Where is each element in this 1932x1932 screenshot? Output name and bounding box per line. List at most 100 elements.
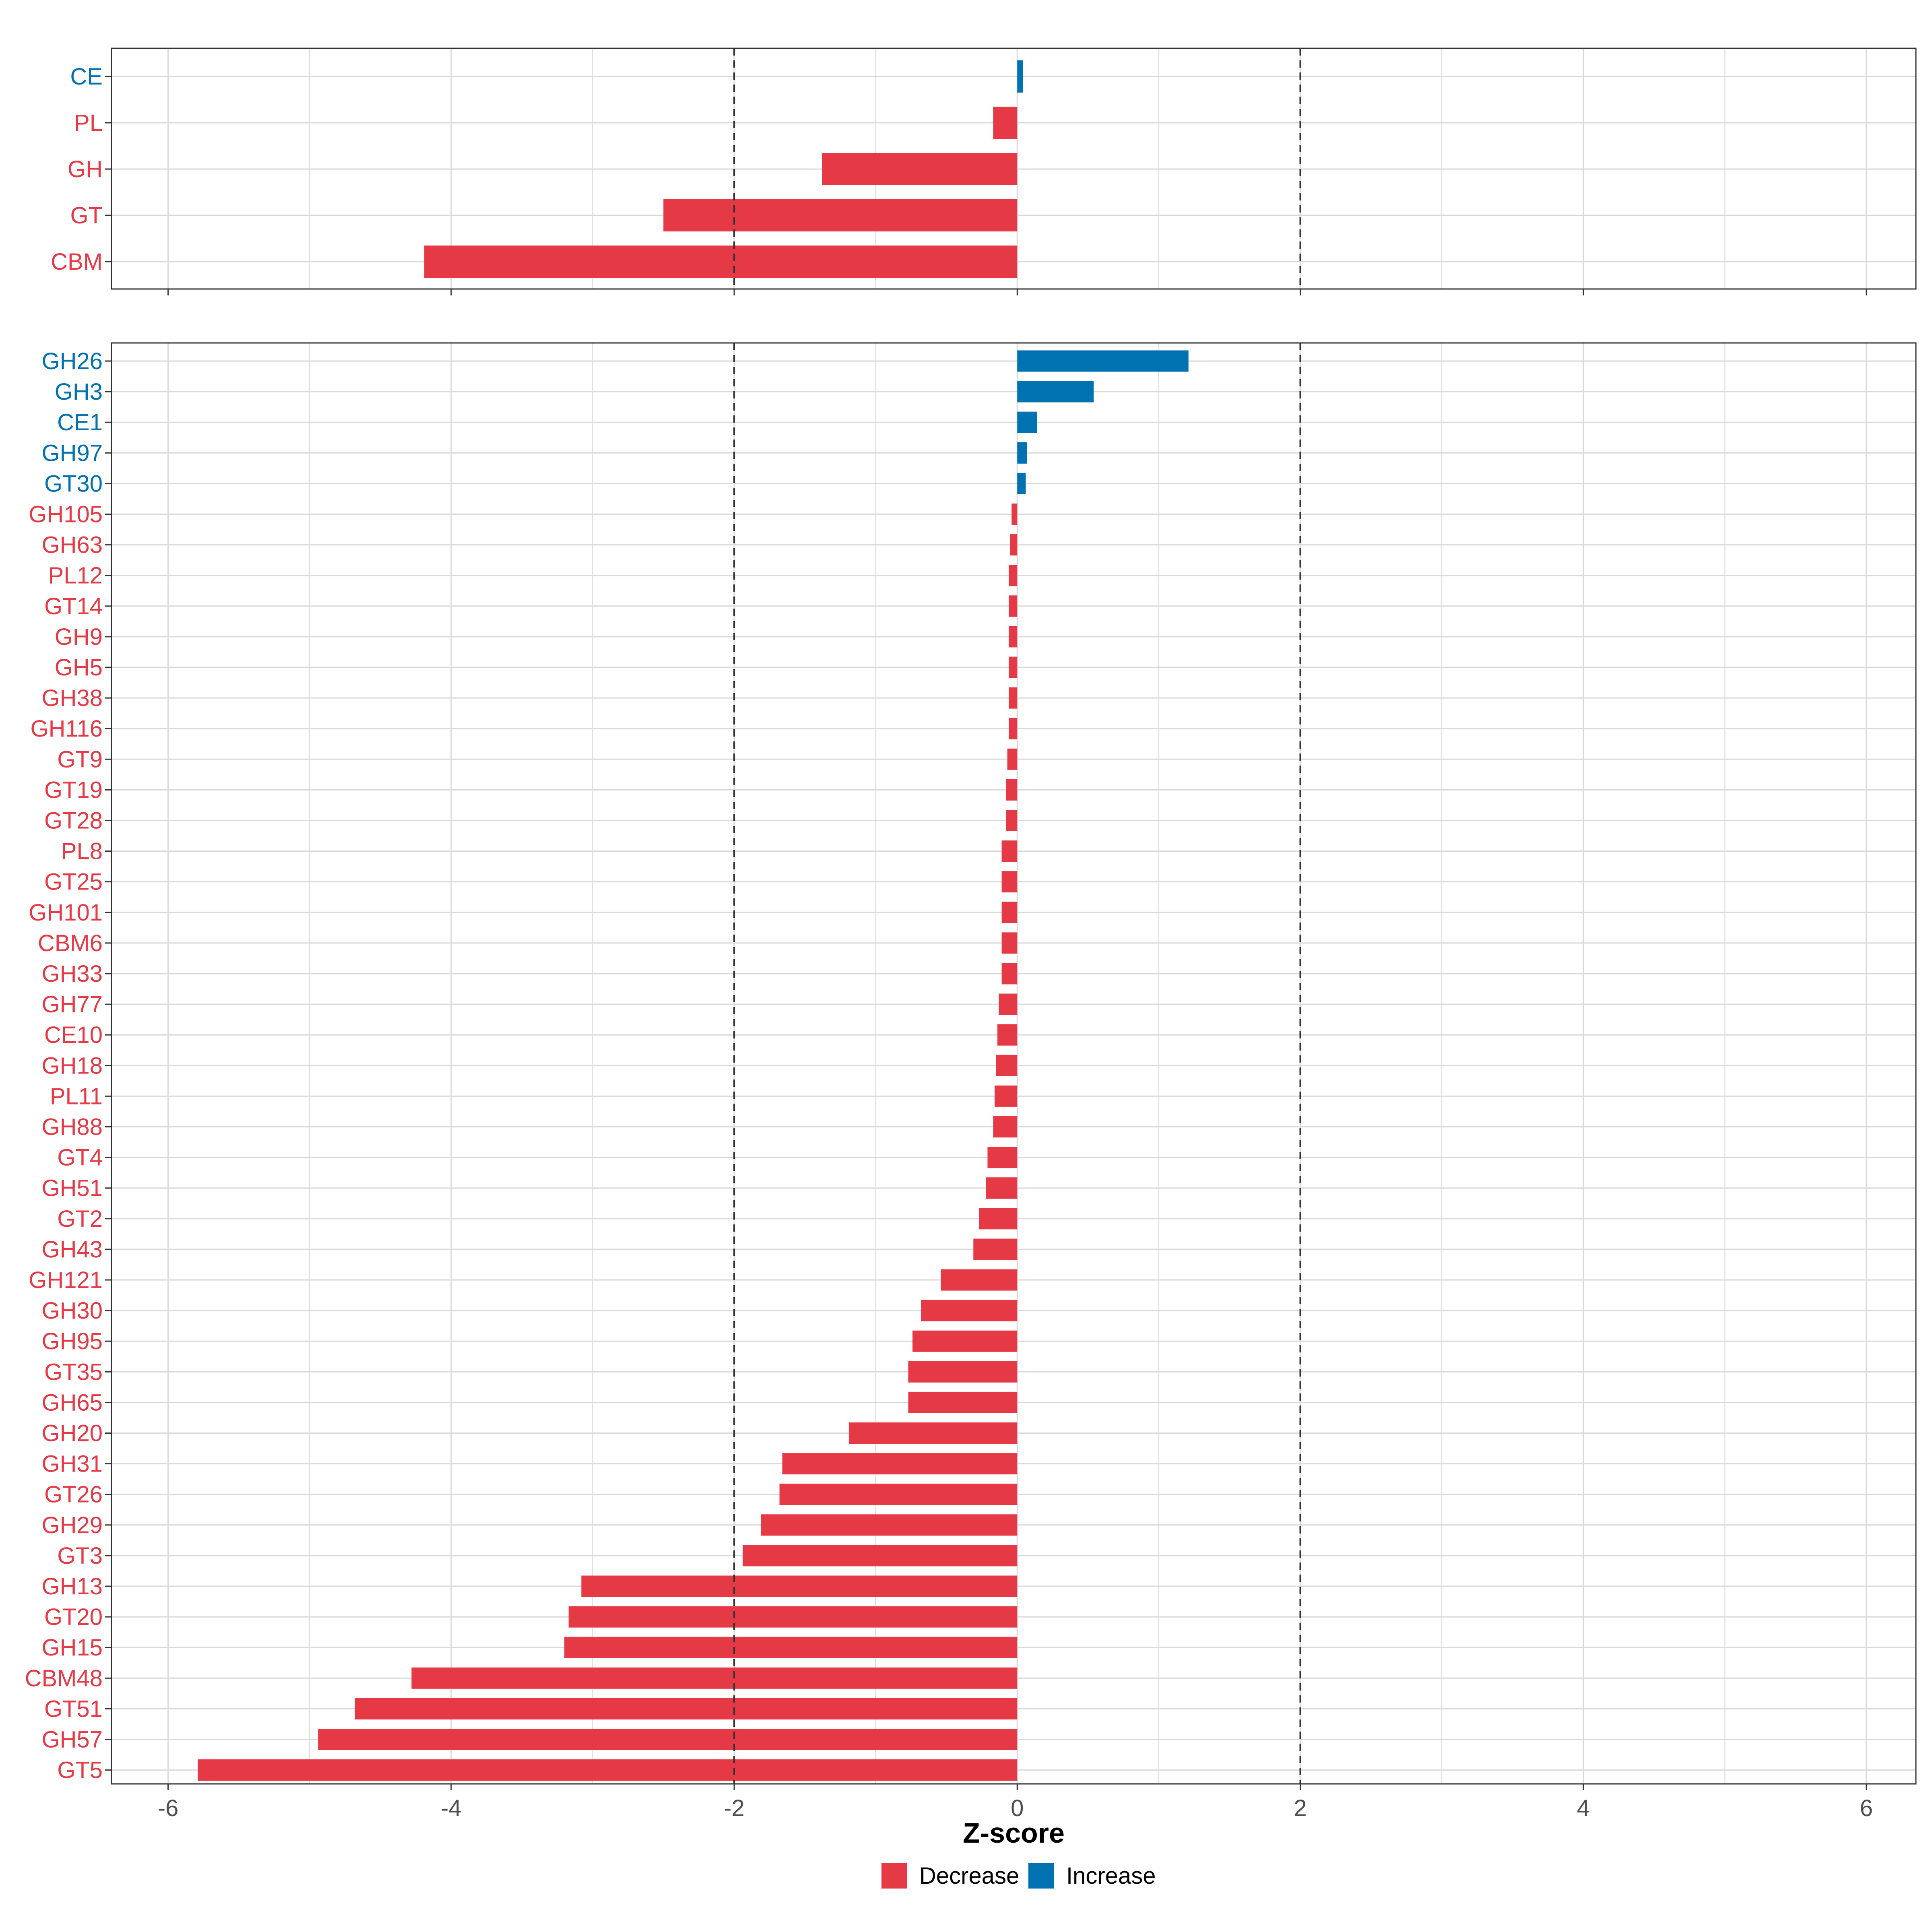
bar-gt30: [1017, 473, 1026, 494]
bar-gh3: [1017, 381, 1094, 402]
bar-gh33: [1001, 963, 1018, 985]
bar-gt26: [779, 1484, 1018, 1505]
bar-gh15: [564, 1637, 1018, 1658]
bar-gt9: [1007, 748, 1018, 770]
y-tick-label: GT25: [44, 869, 103, 895]
y-tick-label: GH26: [41, 348, 103, 374]
bar-ce10: [997, 1024, 1018, 1046]
bar-gh26: [1017, 350, 1189, 372]
bar-gh95: [912, 1330, 1018, 1352]
bar-gh97: [1017, 442, 1027, 464]
y-tick-label: GT: [70, 202, 103, 229]
bar-ce: [1017, 60, 1023, 93]
x-tick-label: 4: [1577, 1795, 1590, 1821]
y-tick-label: GH43: [41, 1236, 103, 1263]
bar-gt2: [979, 1208, 1018, 1230]
x-tick-label: -6: [158, 1795, 179, 1821]
bar-gt3: [743, 1545, 1018, 1567]
y-tick-label: CE: [70, 64, 103, 90]
x-axis-title: Z-score: [963, 1817, 1065, 1849]
y-tick-label: GH33: [41, 961, 103, 987]
bar-gh13: [581, 1575, 1018, 1597]
bar-cbm48: [411, 1667, 1018, 1689]
bar-gt20: [568, 1606, 1018, 1628]
y-tick-label: GH13: [41, 1573, 103, 1600]
x-tick-label: -4: [441, 1795, 462, 1821]
y-tick-label: GH: [68, 156, 103, 182]
y-tick-label: GH20: [41, 1420, 103, 1447]
bar-gt35: [908, 1361, 1018, 1383]
x-tick-label: 0: [1011, 1795, 1024, 1821]
y-tick-label: GT30: [44, 471, 103, 497]
bar-gt4: [987, 1147, 1018, 1168]
bar-cbm6: [1001, 932, 1018, 954]
bar-gh5: [1009, 656, 1018, 678]
y-tick-label: GH116: [31, 716, 103, 742]
y-tick-label: GH65: [41, 1389, 103, 1416]
y-tick-label: GH57: [41, 1727, 103, 1753]
x-tick-label: 2: [1294, 1795, 1307, 1821]
y-tick-label: GH29: [41, 1512, 103, 1538]
bar-pl11: [995, 1085, 1018, 1107]
bar-gt5: [198, 1759, 1018, 1781]
x-axis: -6 -4 -2 0 2 4 6: [158, 1795, 1873, 1821]
y-tick-label: GH51: [41, 1175, 103, 1201]
y-tick-label: CBM48: [25, 1665, 103, 1691]
bar-gh105: [1011, 504, 1018, 525]
y-tick-label: GH18: [41, 1053, 103, 1079]
y-tick-label: GH121: [29, 1267, 103, 1293]
y-tick-label: GH63: [41, 532, 103, 558]
y-tick-label: PL12: [48, 563, 103, 589]
y-tick-label: GT20: [44, 1604, 103, 1630]
y-tick-label: PL11: [50, 1083, 103, 1109]
class-panel: CE PL GH GT CBM: [51, 47, 1917, 295]
y-tick-label: GH97: [41, 440, 103, 466]
y-tick-label: GT5: [57, 1757, 103, 1783]
y-tick-label: GT26: [44, 1482, 103, 1508]
bar-gh31: [782, 1453, 1018, 1475]
x-tick-label: 6: [1860, 1795, 1873, 1821]
y-tick-label: PL8: [61, 838, 103, 865]
panel-border: [111, 342, 1917, 1785]
bar-gt51: [355, 1698, 1018, 1719]
y-tick-label: GH5: [55, 654, 103, 681]
y-tick-label: CBM: [51, 249, 103, 275]
bar-gh65: [908, 1391, 1018, 1413]
y-tick-label: GT19: [44, 777, 103, 803]
legend-label-increase: Increase: [1066, 1863, 1156, 1889]
y-tick-label: GT28: [44, 808, 103, 834]
y-tick-label: GH15: [41, 1635, 103, 1661]
family-panel: GH26 GH3 CE1 GH97 GT30 GH105 GH63 PL12 GT14 GH9 GH…: [25, 342, 1917, 1790]
y-tick-label: GH101: [29, 900, 103, 926]
y-tick-label: GH77: [41, 991, 103, 1018]
bar-gh116: [1009, 718, 1018, 739]
y-tick-label: GT4: [57, 1145, 103, 1171]
bar-gh51: [986, 1177, 1018, 1199]
bar-gh77: [999, 993, 1018, 1015]
bar-gh43: [973, 1238, 1018, 1260]
bar-pl8: [1001, 840, 1018, 862]
y-tick-label: GH3: [55, 379, 103, 405]
y-tick-label: GH9: [55, 624, 103, 650]
bar-ce1: [1017, 411, 1037, 433]
bar-gh20: [848, 1422, 1018, 1444]
bar-gh63: [1010, 534, 1018, 556]
legend-label-decrease: Decrease: [919, 1863, 1019, 1889]
bar-gh29: [761, 1514, 1018, 1536]
bar-cbm: [424, 246, 1018, 278]
y-tick-label: CBM6: [38, 930, 103, 956]
y-tick-label: GH38: [41, 685, 103, 711]
y-tick-label: GH31: [41, 1451, 103, 1477]
y-tick-label: CE10: [44, 1022, 103, 1048]
y-tick-label: PL: [74, 110, 103, 136]
bar-gh88: [993, 1116, 1018, 1137]
y-tick-label: GT14: [44, 593, 103, 619]
bar-gt25: [1001, 871, 1018, 893]
y-tick-label: GH88: [41, 1114, 103, 1140]
bar-gh: [822, 153, 1018, 185]
bar-gh30: [921, 1300, 1018, 1321]
bar-pl: [993, 107, 1018, 139]
legend-swatch-decrease: [881, 1863, 907, 1889]
y-tick-label: GT35: [44, 1359, 103, 1385]
